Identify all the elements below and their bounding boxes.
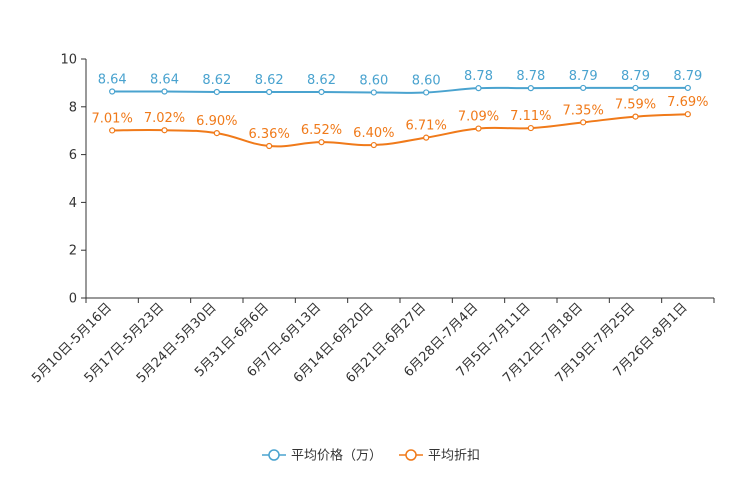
data-point[interactable] xyxy=(370,89,377,96)
y-tick-label: 0 xyxy=(69,292,77,307)
data-label: 7.59% xyxy=(615,98,656,113)
data-label: 8.79 xyxy=(569,69,598,84)
data-label: 8.79 xyxy=(673,69,702,84)
series-2: 7.01% 7.02% 6.90% 6.36% 6.52% 6.40% 6.71% 7.09%… xyxy=(92,95,708,150)
data-label: 7.35% xyxy=(563,103,604,118)
legend-marker xyxy=(405,449,417,461)
data-label: 6.40% xyxy=(353,126,394,141)
data-label: 7.11% xyxy=(510,109,551,124)
data-point[interactable] xyxy=(370,141,377,149)
data-point[interactable] xyxy=(632,84,639,92)
data-point[interactable] xyxy=(684,84,691,92)
legend-label: 平均折扣 xyxy=(428,449,480,464)
data-label: 7.02% xyxy=(144,111,185,126)
data-label: 8.60 xyxy=(359,73,388,88)
legend: 平均价格（万） 平均折扣 xyxy=(262,448,480,464)
data-label: 8.78 xyxy=(464,69,493,84)
data-point[interactable] xyxy=(213,88,220,96)
data-point[interactable] xyxy=(423,134,430,141)
axes: 02468105月10日-5月16日5月17日-5月23日5月24日-5月30日… xyxy=(29,53,715,386)
data-label: 7.69% xyxy=(667,95,708,110)
data-label: 6.36% xyxy=(249,127,290,142)
data-label: 6.90% xyxy=(196,114,237,129)
legend-item-1[interactable]: 平均价格（万） xyxy=(262,448,382,464)
y-tick-label: 10 xyxy=(60,53,77,68)
series-1: 8.64 8.64 8.62 8.62 8.62 8.60 8.60 8.78 8.78 8.79… xyxy=(98,69,702,96)
data-point[interactable] xyxy=(580,84,587,92)
data-point[interactable] xyxy=(527,124,534,132)
data-label: 8.64 xyxy=(98,73,127,88)
y-tick-label: 2 xyxy=(69,244,77,259)
data-point[interactable] xyxy=(318,139,325,146)
data-point[interactable] xyxy=(684,111,691,118)
y-tick-label: 6 xyxy=(69,148,77,163)
data-label: 8.60 xyxy=(412,73,441,88)
data-point[interactable] xyxy=(475,85,482,92)
y-tick-label: 4 xyxy=(69,196,77,211)
data-label: 6.71% xyxy=(406,119,447,134)
data-point[interactable] xyxy=(423,89,430,96)
data-point[interactable] xyxy=(213,129,220,137)
data-point[interactable] xyxy=(318,88,325,96)
data-point[interactable] xyxy=(527,85,534,92)
data-label: 8.78 xyxy=(516,69,545,84)
data-point[interactable] xyxy=(161,88,168,95)
data-point[interactable] xyxy=(632,113,639,120)
data-point[interactable] xyxy=(109,127,116,134)
data-label: 8.64 xyxy=(150,73,179,88)
data-point[interactable] xyxy=(580,119,587,126)
data-point[interactable] xyxy=(161,127,168,134)
data-point[interactable] xyxy=(266,88,273,96)
data-label: 8.79 xyxy=(621,69,650,84)
data-label: 8.62 xyxy=(255,73,284,88)
legend-marker xyxy=(268,449,280,461)
data-label: 8.62 xyxy=(307,73,336,88)
data-label: 7.01% xyxy=(92,111,133,126)
series-layer: 8.64 8.64 8.62 8.62 8.62 8.60 8.60 8.78 8.78 8.79… xyxy=(92,69,708,150)
data-point[interactable] xyxy=(266,142,273,150)
series-line xyxy=(112,113,688,148)
data-point[interactable] xyxy=(475,125,482,132)
legend-label: 平均价格（万） xyxy=(291,448,382,464)
data-label: 6.52% xyxy=(301,123,342,138)
legend-item-2[interactable]: 平均折扣 xyxy=(399,449,480,464)
series-line xyxy=(112,86,688,94)
data-point[interactable] xyxy=(109,88,116,95)
data-label: 8.62 xyxy=(202,73,231,88)
y-tick-label: 8 xyxy=(69,100,77,115)
data-label: 7.09% xyxy=(458,110,499,125)
